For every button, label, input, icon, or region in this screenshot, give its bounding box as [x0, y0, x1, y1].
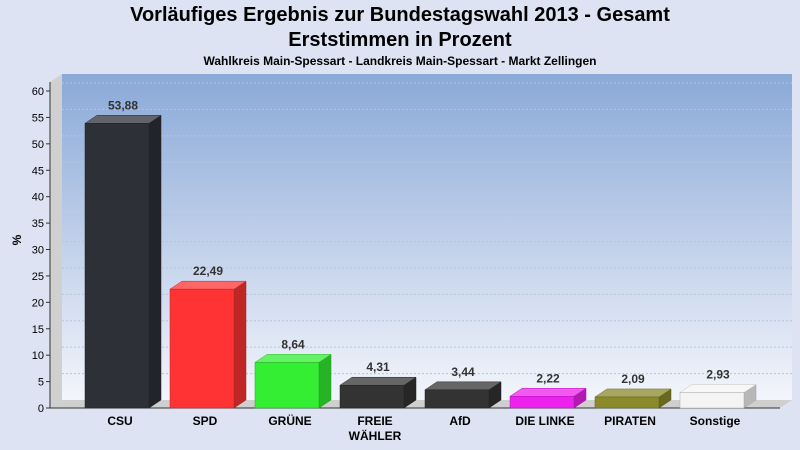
x-tick-label: FREIE — [357, 414, 392, 428]
y-tick-label: 40 — [32, 192, 44, 204]
y-tick-label: 25 — [32, 271, 44, 283]
x-tick-label: PIRATEN — [604, 414, 656, 428]
y-tick-label: 30 — [32, 245, 44, 257]
bar-top — [169, 280, 247, 290]
data-label: 22,49 — [193, 264, 223, 278]
bar-top — [679, 384, 757, 393]
bar-top — [254, 354, 332, 363]
bar — [679, 384, 757, 409]
bar-top — [509, 388, 587, 397]
bar-side — [148, 114, 162, 409]
chart-title-line2: Erststimmen in Prozent — [288, 29, 512, 51]
y-axis-label: % — [10, 234, 24, 245]
data-label: 4,31 — [366, 360, 390, 374]
y-tick-label: 35 — [32, 218, 44, 230]
bar-front — [84, 123, 150, 409]
bar-front — [254, 362, 320, 409]
bar-top — [339, 376, 417, 386]
bar-front — [169, 288, 235, 409]
x-tick-label: SPD — [193, 414, 218, 428]
x-tick-label: WÄHLER — [349, 428, 402, 443]
bar-front — [424, 389, 490, 409]
chart-title: Vorläufiges Ergebnis zur Bundestagswahl … — [130, 4, 670, 26]
data-label: 2,22 — [536, 371, 560, 385]
y-tick-label: 50 — [32, 139, 44, 151]
y-tick-label: 0 — [38, 403, 44, 415]
bars — [84, 114, 757, 409]
data-label: 2,93 — [706, 368, 730, 382]
bar-top — [594, 388, 672, 398]
chart-subtitle: Wahlkreis Main-Spessart - Landkreis Main… — [204, 54, 597, 68]
data-label: 8,64 — [281, 337, 305, 351]
y-tick-label: 55 — [32, 112, 44, 124]
bar — [339, 376, 417, 409]
bar — [594, 388, 672, 409]
bar — [84, 114, 162, 409]
y-tick-label: 10 — [32, 350, 44, 362]
x-tick-label: CSU — [107, 414, 132, 428]
x-tick-label: DIE LINKE — [515, 414, 574, 428]
labels: 53,88 CSU 22,49 SPD 8,64 GRÜNE 4,31 FREIEWÄHLER… — [107, 98, 740, 443]
bar-front — [509, 396, 575, 409]
data-label: 53,88 — [108, 98, 138, 112]
bar — [424, 381, 502, 409]
plot-left-wall — [50, 74, 62, 408]
bar — [509, 387, 587, 409]
x-tick-label: GRÜNE — [268, 413, 311, 428]
y-tick-label: 15 — [32, 324, 44, 336]
y-tick-label: 20 — [32, 297, 44, 309]
bar-side — [318, 353, 332, 409]
y-tick-label: 60 — [32, 86, 44, 98]
data-label: 2,09 — [621, 372, 645, 386]
bar-top — [424, 381, 502, 391]
bar — [169, 280, 247, 409]
bar-front — [594, 396, 660, 409]
bar-side — [233, 280, 247, 409]
bar-front — [679, 392, 745, 409]
bar-top — [84, 115, 162, 124]
x-tick-label: AfD — [449, 414, 471, 428]
y-tick-label: 5 — [38, 377, 44, 389]
x-tick-label: Sonstige — [690, 414, 741, 428]
bar — [254, 353, 332, 409]
y-tick-label: 45 — [32, 165, 44, 177]
data-label: 3,44 — [451, 365, 475, 379]
bar-front — [339, 384, 405, 409]
